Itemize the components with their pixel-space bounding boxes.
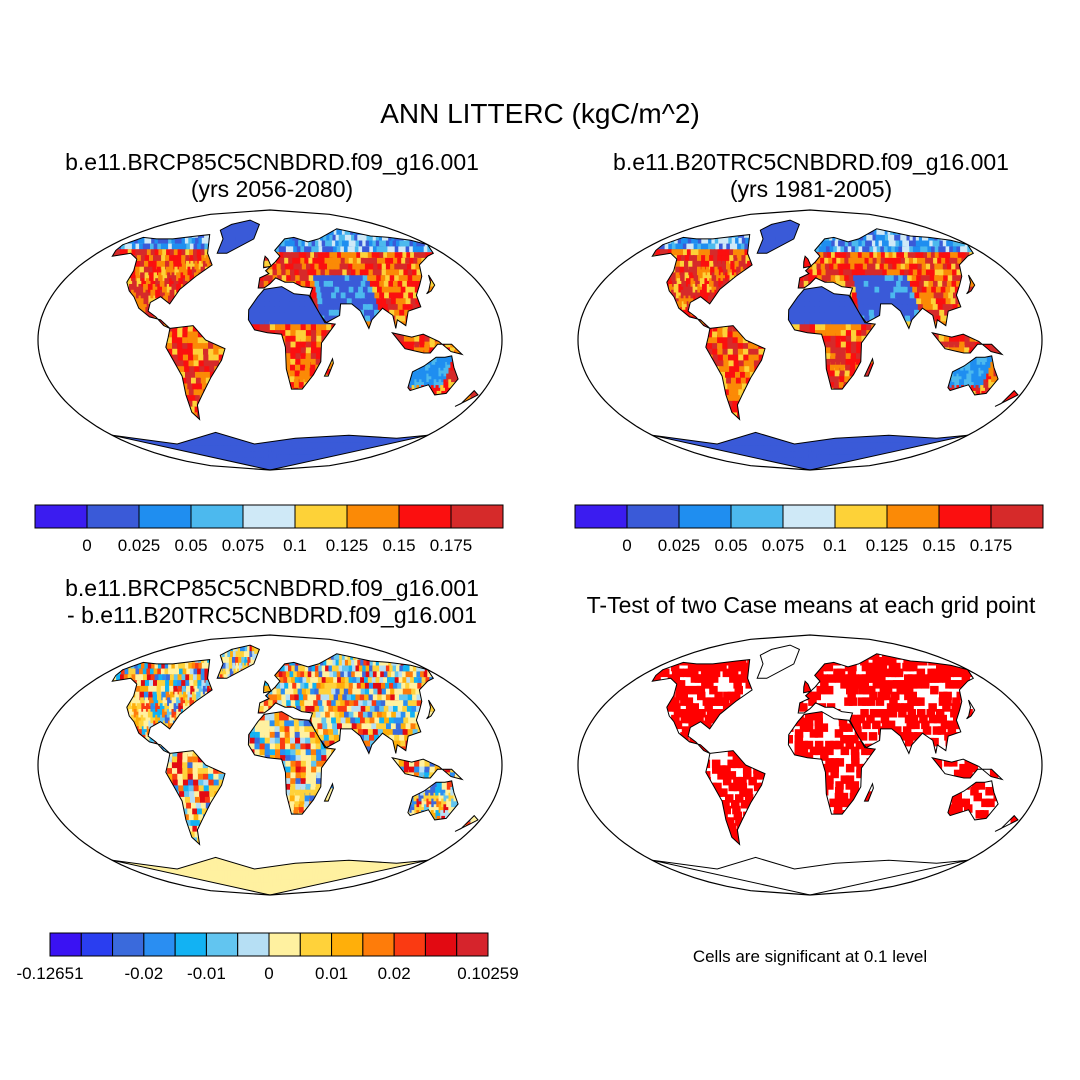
map-border bbox=[37, 209, 503, 471]
figure-title: ANN LITTERC (kgC/m^2) bbox=[380, 98, 700, 129]
colorbar-box bbox=[398, 504, 452, 529]
colorbar-tick-label: 0.025 bbox=[658, 536, 701, 555]
colorbar-tick-label: -0.02 bbox=[124, 964, 163, 983]
colorbar-box bbox=[834, 504, 888, 529]
map-test-case bbox=[37, 209, 503, 471]
colorbar-tick-label: 0.1 bbox=[283, 536, 307, 555]
colorbar-box bbox=[242, 504, 296, 529]
colorbar-tick-label: 0.125 bbox=[326, 536, 369, 555]
colorbar-tick-label: 0.01 bbox=[315, 964, 348, 983]
colorbar-tick-label: -0.01 bbox=[187, 964, 226, 983]
colorbar-tick-label: 0.075 bbox=[222, 536, 265, 555]
colorbar-box bbox=[34, 504, 88, 529]
panel-title-diff-line2: - b.e11.B20TRC5CNBDRD.f09_g16.001 bbox=[67, 602, 477, 628]
colorbar-tick-label: 0 bbox=[264, 964, 273, 983]
colorbar-box bbox=[143, 932, 176, 957]
panel-title-control-line2: (yrs 1981-2005) bbox=[729, 176, 893, 202]
colorbar-box bbox=[299, 932, 333, 957]
colorbar-box bbox=[80, 932, 114, 957]
colorbar-box bbox=[49, 932, 82, 957]
colorbar-box bbox=[268, 932, 301, 957]
colorbar-tick-label: 0.02 bbox=[378, 964, 411, 983]
colorbar-box bbox=[456, 932, 489, 957]
map-border bbox=[577, 209, 1043, 471]
map-difference bbox=[37, 634, 503, 896]
colorbar-box bbox=[990, 504, 1044, 529]
colorbar-box bbox=[678, 504, 732, 529]
map-control-case bbox=[577, 209, 1043, 471]
colorbar-box bbox=[190, 504, 244, 529]
colorbar-difference: -0.12651 -0.02 -0.01 0 0.01 0.02 0.10259 bbox=[16, 932, 519, 983]
colorbar-box bbox=[626, 504, 680, 529]
colorbar-box bbox=[346, 504, 400, 529]
colorbar-box bbox=[938, 504, 992, 529]
panel-title-diff-line1: b.e11.BRCP85C5CNBDRD.f09_g16.001 bbox=[65, 575, 479, 601]
panel-title-ttest: T-Test of two Case means at each grid po… bbox=[586, 592, 1036, 618]
colorbar-box bbox=[138, 504, 192, 529]
colorbar-tick-label: 0.075 bbox=[762, 536, 805, 555]
colorbar-tick-label: 0.10259 bbox=[457, 964, 518, 983]
colorbar-tick-label: 0.05 bbox=[174, 536, 207, 555]
colorbar-box bbox=[886, 504, 940, 529]
colorbar-test-case: 0 0.025 0.05 0.075 0.1 0.125 0.15 0.175 bbox=[34, 504, 504, 555]
significance-note: Cells are significant at 0.1 level bbox=[692, 947, 928, 966]
colorbar-box bbox=[86, 504, 140, 529]
land-north-america bbox=[652, 659, 753, 754]
colorbar-tick-label: 0.1 bbox=[823, 536, 847, 555]
colorbar-box bbox=[730, 504, 784, 529]
colorbar-tick-label: 0.175 bbox=[430, 536, 473, 555]
colorbar-box bbox=[362, 932, 395, 957]
colorbar-box bbox=[574, 504, 628, 529]
colorbar-tick-label: 0.125 bbox=[866, 536, 909, 555]
panel-title-test-line2: (yrs 2056-2080) bbox=[190, 176, 354, 202]
colorbar-tick-label: 0.15 bbox=[922, 536, 955, 555]
colorbar-tick-label: 0.025 bbox=[118, 536, 161, 555]
colorbar-box bbox=[237, 932, 270, 957]
map-border bbox=[37, 634, 503, 896]
panel-title-test-line1: b.e11.BRCP85C5CNBDRD.f09_g16.001 bbox=[65, 149, 479, 175]
map-border bbox=[577, 634, 1043, 896]
colorbar-box bbox=[294, 504, 348, 529]
colorbar-box bbox=[450, 504, 504, 529]
colorbar-box bbox=[331, 932, 364, 957]
colorbar-tick-label: -0.12651 bbox=[16, 964, 83, 983]
colorbar-control-case: 0 0.025 0.05 0.075 0.1 0.125 0.15 0.175 bbox=[574, 504, 1044, 555]
colorbar-tick-label: 0.05 bbox=[714, 536, 747, 555]
colorbar-box bbox=[782, 504, 836, 529]
colorbar-box bbox=[205, 932, 239, 957]
colorbar-tick-label: 0.175 bbox=[970, 536, 1013, 555]
colorbar-box bbox=[424, 932, 458, 957]
colorbar-tick-label: 0.15 bbox=[382, 536, 415, 555]
colorbar-tick-label: 0 bbox=[82, 536, 91, 555]
colorbar-box bbox=[393, 932, 426, 957]
colorbar-box bbox=[112, 932, 145, 957]
colorbar-tick-label: 0 bbox=[622, 536, 631, 555]
map-ttest-significance bbox=[577, 634, 1043, 896]
colorbar-box bbox=[174, 932, 207, 957]
panel-title-control-line1: b.e11.B20TRC5CNBDRD.f09_g16.001 bbox=[613, 149, 1009, 175]
